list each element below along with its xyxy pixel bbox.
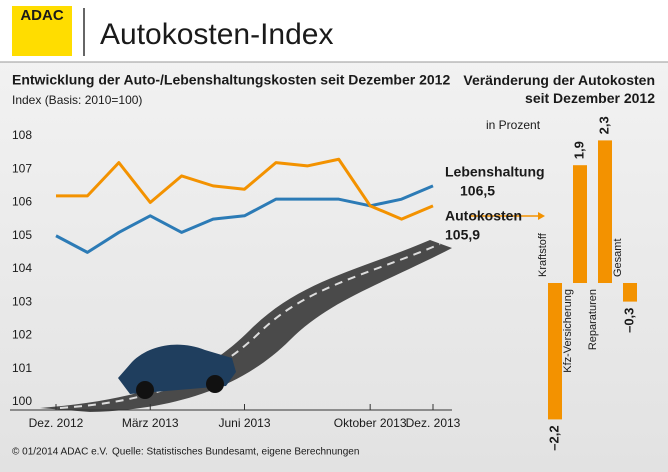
x-tick-label: Oktober 2013 [334, 416, 407, 430]
arrow-head [538, 212, 545, 220]
source: Quelle: Statistisches Bundesamt, eigene … [112, 447, 359, 458]
road-marking [59, 243, 441, 409]
car-wheel [206, 375, 224, 393]
page-title: Autokosten-Index [100, 18, 333, 51]
header-band [0, 0, 668, 62]
series-line [56, 157, 434, 221]
x-tick-label: Dez. 2012 [29, 416, 84, 430]
value-label: 106,5 [460, 183, 495, 199]
category-label: Kfz-Versicherung [562, 289, 574, 373]
y-tick-label: 104 [12, 261, 32, 275]
y-tick-label: 106 [12, 195, 32, 209]
car-wheel [136, 381, 154, 399]
copyright: © 01/2014 ADAC e.V. [12, 447, 108, 458]
x-tick-label: März 2013 [122, 416, 179, 430]
legend-label: Lebenshaltung [445, 164, 545, 180]
value-label: 1,9 [571, 141, 586, 159]
logo: ADAC [20, 7, 63, 24]
value-label: –2,2 [546, 425, 561, 450]
bar-title: Veränderung der Autokosten seit Dezember … [463, 72, 655, 106]
bar [598, 140, 612, 283]
y-tick-label: 102 [12, 328, 32, 342]
category-label: Kraftstoff [537, 232, 549, 277]
category-label: Gesamt [612, 238, 624, 277]
value-label: 105,9 [445, 227, 480, 243]
value-label: –0,3 [621, 308, 636, 333]
y-tick-label: 107 [12, 161, 32, 175]
road [40, 240, 452, 412]
y-tick-label: 103 [12, 294, 32, 308]
y-tick-label: 101 [12, 361, 32, 375]
category-label: Reparaturen [587, 289, 599, 350]
logo-box [12, 6, 72, 56]
legend-label: Autokosten [445, 208, 522, 224]
bar [548, 283, 562, 420]
y-tick-label: 100 [12, 394, 32, 408]
bar [623, 283, 637, 302]
chart-title: Entwicklung der Auto-/Lebenshaltungskost… [12, 72, 450, 88]
y-tick-label: 108 [12, 128, 32, 142]
x-tick-label: Dez. 2013 [406, 416, 461, 430]
bar-subtitle: in Prozent [486, 118, 541, 132]
value-label: 2,3 [596, 116, 611, 134]
chart-subtitle: Index (Basis: 2010=100) [12, 93, 142, 107]
x-tick-label: Juni 2013 [218, 416, 270, 430]
y-tick-label: 105 [12, 228, 32, 242]
bar [573, 165, 587, 283]
